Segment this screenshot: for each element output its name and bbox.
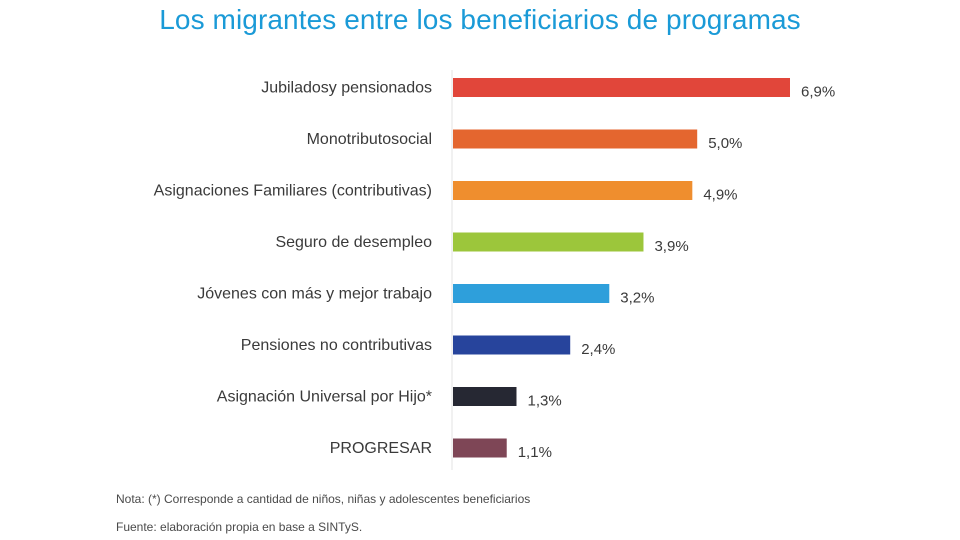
bar bbox=[453, 232, 644, 252]
category-label: Monotributosocial bbox=[307, 131, 432, 148]
chart-title: Los migrantes entre los beneficiarios de… bbox=[159, 4, 801, 35]
chart-note: Nota: (*) Corresponde a cantidad de niño… bbox=[116, 492, 531, 506]
category-label: Seguro de desempleo bbox=[275, 234, 432, 251]
bar bbox=[453, 335, 571, 355]
bar bbox=[453, 181, 693, 200]
bar bbox=[453, 78, 790, 97]
chart-source: Fuente: elaboración propia en base a SIN… bbox=[116, 520, 363, 534]
bar-chart: Jubiladosy pensionados 6,9% Monotributosoc… bbox=[154, 70, 835, 470]
bar bbox=[453, 284, 610, 303]
bar bbox=[453, 129, 698, 149]
bar bbox=[453, 438, 507, 458]
bars-layer: Jubiladosy pensionados 6,9% Monotributosoc… bbox=[154, 78, 835, 461]
category-label: Asignación Universal por Hijo* bbox=[217, 389, 432, 406]
category-label: Jubiladosy pensionados bbox=[261, 80, 432, 97]
category-label: Asignaciones Familiares (contributivas) bbox=[154, 183, 432, 200]
value-label: 3,2% bbox=[620, 289, 654, 306]
value-label: 2,4% bbox=[581, 341, 615, 358]
value-label: 6,9% bbox=[801, 83, 835, 100]
value-label: 5,0% bbox=[708, 135, 742, 152]
category-label: Jóvenes con más y mejor trabajo bbox=[197, 286, 432, 303]
value-label: 1,3% bbox=[527, 392, 561, 409]
bar bbox=[453, 387, 517, 406]
value-label: 4,9% bbox=[703, 186, 737, 203]
category-label: Pensiones no contributivas bbox=[241, 337, 432, 354]
value-label: 3,9% bbox=[654, 238, 688, 255]
value-label: 1,1% bbox=[518, 444, 552, 461]
category-label: PROGRESAR bbox=[330, 440, 432, 457]
